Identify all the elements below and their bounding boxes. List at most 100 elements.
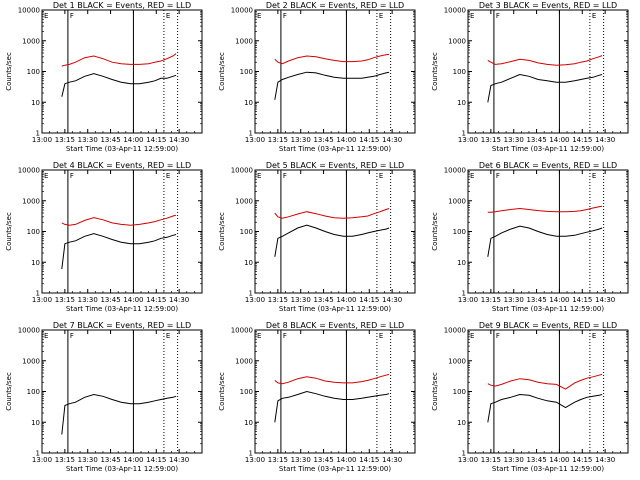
x-tick-label: 14:30 [595,296,615,304]
y-tick-label: 10000 [444,167,466,175]
x-tick-label: 13:00 [245,456,265,464]
y-tick-label: 10000 [231,7,253,15]
time-marker-label: F [70,172,74,180]
time-marker-label: E [379,332,383,340]
x-tick-label: 14:15 [572,456,592,464]
lld-series-line [487,205,603,213]
time-marker-label: E [166,12,170,20]
panel-title: Det 9 BLACK = Events, RED = LLD [479,321,617,330]
detector-panel: Det 2 BLACK = Events, RED = LLD 1 10 100 100… [213,0,426,160]
y-axis-label: Counts/sec [218,212,226,251]
x-tick-label: 14:00 [549,136,569,144]
events-series-line [487,73,603,103]
y-axis-label: Counts/sec [5,212,13,251]
detector-chart: Det 4 BLACK = Events, RED = LLD 1 10 100 100… [5,161,203,313]
y-tick-label: 10 [31,419,40,427]
detector-chart: Det 1 BLACK = Events, RED = LLD 1 10 100 100… [5,1,203,153]
lld-series-line [274,53,390,65]
y-tick-label: 1000 [22,357,40,365]
y-tick-label: 1000 [448,197,466,205]
x-tick-label: 13:45 [313,136,333,144]
events-series-line [274,390,390,423]
y-axis-label: Counts/sec [431,212,439,251]
x-tick-label: 13:00 [32,136,52,144]
x-tick-label: 13:15 [481,136,501,144]
y-tick-label: 100 [27,388,40,396]
x-tick-label: 14:15 [359,136,379,144]
detector-panel: Det 4 BLACK = Events, RED = LLD 1 10 100 100… [0,160,213,320]
detector-panel: Det 9 BLACK = Events, RED = LLD 1 10 100 100… [426,320,639,480]
y-tick-label: 1000 [235,37,253,45]
x-tick-label: 14:00 [123,136,143,144]
x-tick-label: 14:30 [382,136,402,144]
events-series-line [487,225,603,257]
y-tick-label: 10000 [231,327,253,335]
x-tick-label: 14:00 [336,296,356,304]
x-tick-label: 14:00 [123,296,143,304]
lld-series-line [487,373,603,390]
events-series-line [274,71,390,100]
y-tick-label: 10 [457,99,466,107]
y-tick-label: 10 [244,259,253,267]
x-axis-label: Start Time (03-Apr-11 12:59:00) [279,305,391,313]
x-tick-label: 13:45 [100,136,120,144]
x-tick-label: 13:00 [458,456,478,464]
panel-title: Det 3 BLACK = Events, RED = LLD [479,1,617,10]
x-tick-label: 13:30 [78,296,98,304]
x-tick-label: 13:15 [55,136,75,144]
y-tick-label: 1000 [448,357,466,365]
time-marker-label: F [496,172,500,180]
time-marker-label: F [283,12,287,20]
x-tick-label: 14:00 [336,136,356,144]
detector-chart: Det 3 BLACK = Events, RED = LLD 1 10 100 100… [431,1,629,153]
x-tick-label: 14:15 [572,296,592,304]
detector-panel: Det 1 BLACK = Events, RED = LLD 1 10 100 100… [0,0,213,160]
y-tick-label: 10 [244,419,253,427]
y-tick-label: 100 [27,68,40,76]
detector-chart: Det 9 BLACK = Events, RED = LLD 1 10 100 100… [431,321,629,473]
y-tick-label: 100 [453,68,466,76]
x-tick-label: 14:30 [169,456,189,464]
y-tick-label: 1 [249,450,253,458]
x-tick-label: 13:45 [526,136,546,144]
x-tick-label: 13:00 [32,296,52,304]
x-tick-label: 13:15 [481,456,501,464]
panel-title: Det 7 BLACK = Events, RED = LLD [53,321,191,330]
x-tick-label: 13:00 [245,296,265,304]
x-tick-label: 13:30 [291,456,311,464]
x-axis-label: Start Time (03-Apr-11 12:59:00) [66,145,178,153]
x-tick-label: 14:15 [146,296,166,304]
events-series-line [61,233,177,270]
x-tick-label: 13:30 [504,456,524,464]
x-tick-label: 13:00 [245,136,265,144]
events-series-line [61,73,177,97]
x-tick-label: 14:15 [572,136,592,144]
detector-panel: Det 6 BLACK = Events, RED = LLD 1 10 100 100… [426,160,639,320]
x-tick-label: 14:30 [382,296,402,304]
y-tick-label: 10 [31,259,40,267]
lld-series-line [274,208,390,219]
time-marker-label: E [470,172,474,180]
detector-panel: Det 3 BLACK = Events, RED = LLD 1 10 100 100… [426,0,639,160]
x-axis-label: Start Time (03-Apr-11 12:59:00) [492,145,604,153]
x-axis-label: Start Time (03-Apr-11 12:59:00) [492,465,604,473]
y-tick-label: 1000 [235,197,253,205]
time-marker-label: F [283,332,287,340]
detector-chart: Det 8 BLACK = Events, RED = LLD 1 10 100 100… [218,321,416,473]
time-marker-label: E [592,172,596,180]
x-tick-label: 14:15 [359,296,379,304]
y-tick-label: 10000 [231,167,253,175]
x-tick-label: 13:30 [504,296,524,304]
x-tick-label: 13:45 [100,456,120,464]
time-marker-label: E [592,12,596,20]
detector-chart: Det 2 BLACK = Events, RED = LLD 1 10 100 100… [218,1,416,153]
x-tick-label: 14:15 [359,456,379,464]
y-tick-label: 10 [457,419,466,427]
x-tick-label: 13:15 [268,456,288,464]
time-marker-label: E [44,172,48,180]
y-tick-label: 1000 [235,357,253,365]
panel-title: Det 8 BLACK = Events, RED = LLD [266,321,404,330]
time-marker-label: E [379,12,383,20]
panel-title: Det 1 BLACK = Events, RED = LLD [53,1,191,10]
